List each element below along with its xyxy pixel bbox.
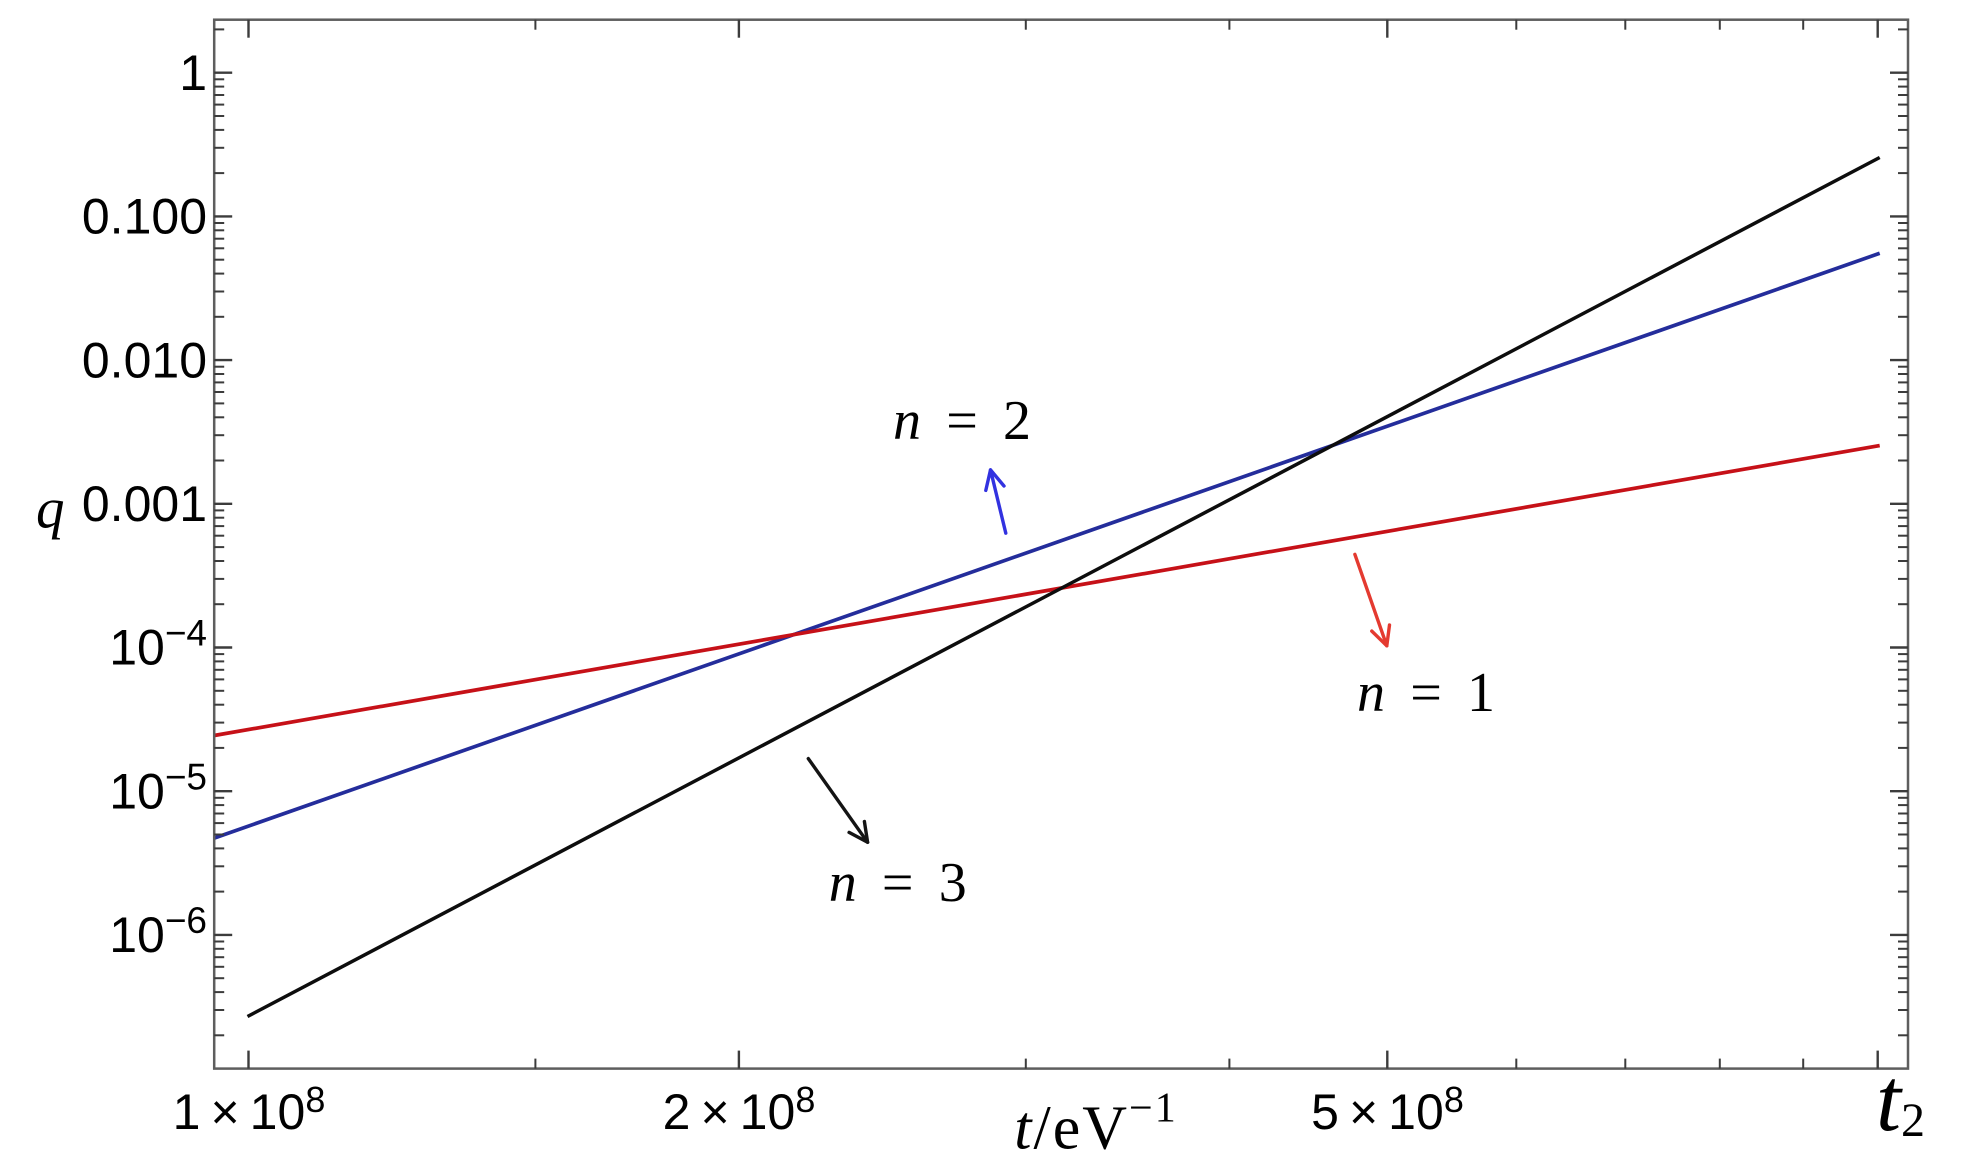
svg-text:n = 2: n = 2 xyxy=(893,390,1031,452)
svg-text:0.100: 0.100 xyxy=(82,189,207,245)
svg-text:1 × 108: 1 × 108 xyxy=(173,1079,326,1140)
svg-text:0.001: 0.001 xyxy=(82,476,207,532)
svg-text:n = 3: n = 3 xyxy=(829,852,967,914)
svg-text:q: q xyxy=(36,477,65,540)
svg-text:1: 1 xyxy=(179,45,207,101)
svg-text:2 × 108: 2 × 108 xyxy=(663,1079,816,1140)
svg-text:n = 1: n = 1 xyxy=(1357,662,1495,724)
svg-text:0.010: 0.010 xyxy=(82,332,207,388)
svg-text:10−5: 10−5 xyxy=(109,756,207,819)
svg-text:t2: t2 xyxy=(1876,1051,1925,1150)
svg-text:5 × 108: 5 × 108 xyxy=(1311,1079,1464,1140)
